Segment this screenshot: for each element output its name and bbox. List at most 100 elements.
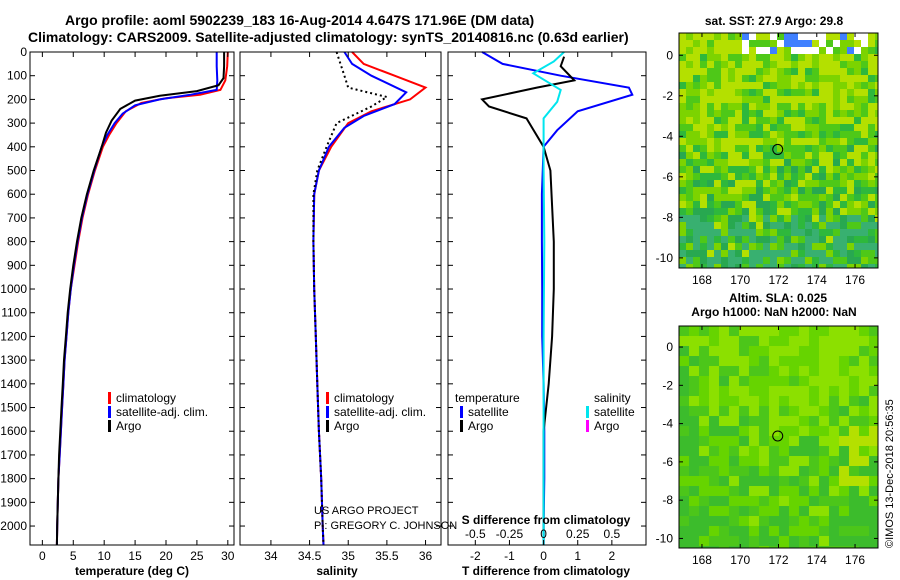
map-cell	[859, 406, 869, 416]
map-cell	[714, 96, 721, 103]
map-cell	[805, 236, 812, 243]
sla-map-title-2: Argo h1000: NaN h2000: NaN	[691, 305, 856, 319]
map-cell	[693, 257, 700, 264]
map-cell	[749, 496, 759, 506]
map-cell	[847, 257, 854, 264]
map-cell	[875, 236, 878, 243]
map-cell	[679, 40, 686, 47]
map-cell	[735, 33, 742, 40]
map-cell	[779, 516, 789, 526]
map-cell	[769, 496, 779, 506]
map-cell	[709, 376, 719, 386]
map-cell	[868, 208, 875, 215]
imos-credit: ©IMOS 13-Dec-2018 20:56:35	[884, 399, 896, 548]
map-cell	[791, 82, 798, 89]
map-cell	[719, 366, 729, 376]
map-cell	[819, 257, 826, 264]
map-cell	[742, 47, 749, 54]
map-cell	[693, 215, 700, 222]
map-cell	[859, 346, 869, 356]
map-cell	[679, 117, 686, 124]
map-cell	[826, 236, 833, 243]
map-cell	[686, 40, 693, 47]
map-cell	[829, 546, 839, 548]
sal-legend-swatch-argo	[326, 420, 329, 432]
map-cell	[812, 110, 819, 117]
map-cell	[693, 54, 700, 61]
sal-legend-climatology: climatology	[334, 391, 394, 405]
map-cell	[819, 201, 826, 208]
map-cell	[679, 257, 686, 264]
map-cell	[763, 222, 770, 229]
map-cell	[679, 336, 689, 346]
map-cell	[679, 75, 686, 82]
map-cell	[854, 215, 861, 222]
map-cell	[829, 346, 839, 356]
map-cell	[769, 346, 779, 356]
map-cell	[809, 506, 819, 516]
map-cell	[749, 131, 756, 138]
map-cell	[707, 89, 714, 96]
map-cell	[791, 229, 798, 236]
map-cell	[770, 89, 777, 96]
map-cell	[700, 117, 707, 124]
map-cell	[791, 257, 798, 264]
map-cell	[714, 187, 721, 194]
map-cell	[769, 476, 779, 486]
map-cell	[833, 124, 840, 131]
map-cell	[679, 208, 686, 215]
map-cell	[784, 61, 791, 68]
map-xtick-label: 174	[807, 553, 827, 567]
map-cell	[791, 96, 798, 103]
map-cell	[849, 416, 859, 426]
map-cell	[805, 47, 812, 54]
map-cell	[735, 257, 742, 264]
map-cell	[812, 173, 819, 180]
map-cell	[859, 376, 869, 386]
ytick-label: 0	[20, 45, 27, 59]
map-cell	[728, 103, 735, 110]
map-cell	[840, 201, 847, 208]
map-cell	[707, 110, 714, 117]
map-cell	[693, 103, 700, 110]
map-cell	[799, 456, 809, 466]
map-cell	[791, 166, 798, 173]
map-ytick-label: 0	[666, 48, 673, 62]
map-cell	[819, 180, 826, 187]
map-cell	[763, 82, 770, 89]
map-cell	[798, 166, 805, 173]
map-cell	[693, 201, 700, 208]
map-cell	[742, 103, 749, 110]
map-cell	[799, 416, 809, 426]
temperature-legend: climatology satellite-adj. clim. Argo	[108, 391, 208, 433]
map-cell	[686, 33, 693, 40]
map-cell	[805, 110, 812, 117]
map-cell	[861, 222, 868, 229]
map-cell	[749, 456, 759, 466]
map-cell	[791, 194, 798, 201]
pi-label: PI: GREGORY C. JOHNSON	[314, 520, 457, 532]
map-cell	[763, 201, 770, 208]
map-cell	[779, 336, 789, 346]
map-cell	[709, 476, 719, 486]
map-cell	[686, 117, 693, 124]
ytick-label: 1400	[0, 377, 27, 391]
map-cell	[686, 166, 693, 173]
map-cell	[693, 82, 700, 89]
map-cell	[812, 187, 819, 194]
map-cell	[809, 426, 819, 436]
map-cell	[784, 82, 791, 89]
map-cell	[875, 159, 878, 166]
legend-swatch-argo	[108, 420, 111, 432]
map-cell	[749, 124, 756, 131]
map-cell	[868, 103, 875, 110]
salinity-xlabel: salinity	[316, 564, 358, 578]
map-ytick-label: 0	[666, 340, 673, 354]
map-cell	[791, 117, 798, 124]
map-cell	[784, 103, 791, 110]
map-cell	[805, 138, 812, 145]
map-cell	[679, 486, 689, 496]
ytick-label: 1300	[0, 353, 27, 367]
map-cell	[714, 131, 721, 138]
